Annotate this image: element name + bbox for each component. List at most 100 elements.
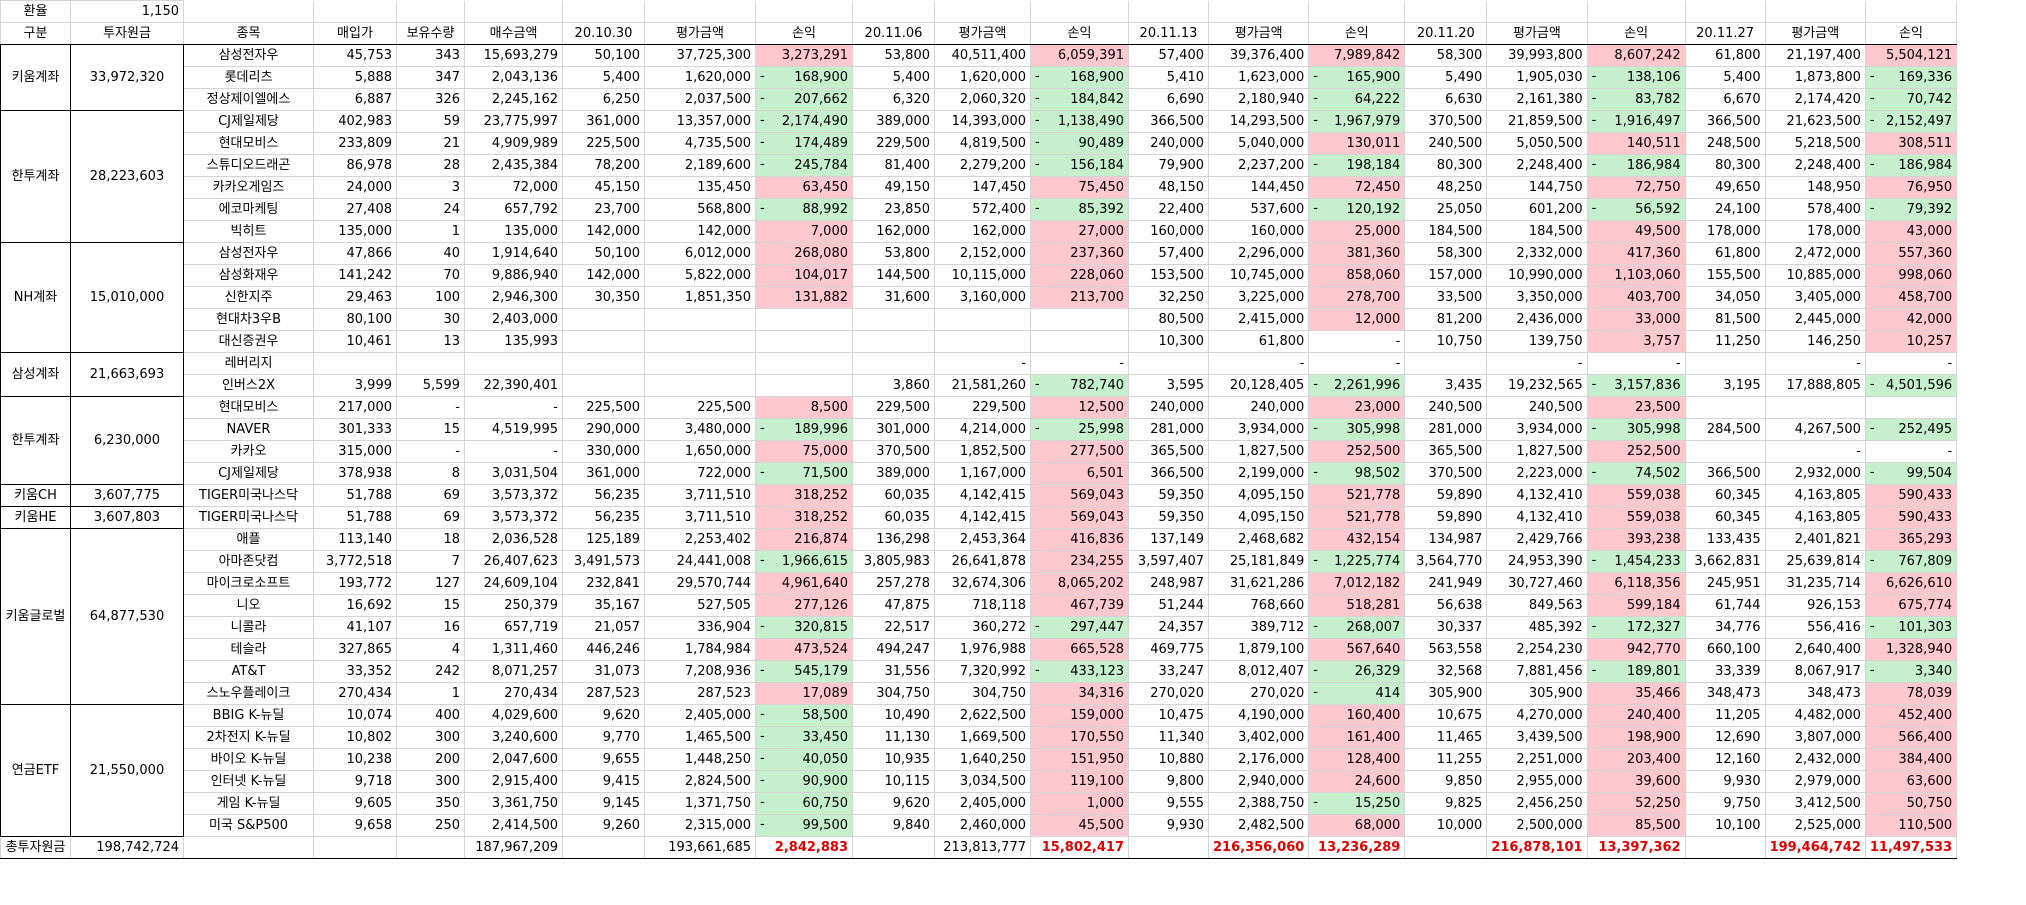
value-cell[interactable]: 16,692 — [313, 594, 397, 617]
value-cell[interactable]: 10,300 — [1128, 330, 1209, 353]
value-cell[interactable]: 3,439,500 — [1486, 726, 1588, 749]
value-cell[interactable]: 125,189 — [562, 528, 645, 551]
value-cell[interactable]: - — [464, 396, 563, 419]
pnl-cell[interactable]: 432,154 — [1308, 528, 1406, 551]
value-cell[interactable]: 29,570,744 — [644, 572, 756, 595]
value-cell[interactable] — [852, 352, 935, 375]
value-cell[interactable]: 3 — [396, 176, 465, 199]
stock-name[interactable]: CJ제일제당 — [183, 110, 314, 133]
value-cell[interactable]: 60,345 — [1684, 484, 1766, 507]
value-cell[interactable]: 11,255 — [1404, 748, 1488, 771]
account-name[interactable]: 삼성계좌 — [0, 352, 71, 397]
value-cell[interactable]: 142,000 — [644, 220, 756, 243]
pnl-cell[interactable]: 131,882 — [755, 286, 853, 309]
value-cell[interactable]: 4,214,000 — [934, 418, 1031, 441]
value-cell[interactable]: 142,000 — [562, 264, 645, 287]
value-cell[interactable]: 178,000 — [1764, 220, 1866, 243]
value-cell[interactable]: 144,750 — [1486, 176, 1588, 199]
value-cell[interactable]: 301,000 — [852, 418, 935, 441]
value-cell[interactable]: 4,270,000 — [1486, 704, 1588, 727]
pnl-cell[interactable]: 318,252 — [755, 484, 853, 507]
value-cell[interactable]: 61,800 — [1207, 330, 1310, 353]
value-cell[interactable]: 1,620,000 — [644, 66, 756, 89]
pnl-cell[interactable]: 240,400 — [1586, 704, 1686, 727]
total-cell[interactable]: 13,236,289 — [1308, 836, 1406, 859]
value-cell[interactable]: 33,339 — [1684, 660, 1766, 683]
value-cell[interactable]: 3,934,000 — [1207, 418, 1310, 441]
pnl-cell[interactable]: - 1,967,979 — [1308, 110, 1406, 133]
stock-name[interactable]: NAVER — [183, 418, 314, 441]
total-cell[interactable] — [852, 836, 935, 859]
pnl-cell[interactable]: 675,774 — [1864, 594, 1958, 617]
total-cell[interactable]: 187,967,209 — [464, 836, 563, 859]
value-cell[interactable]: 144,450 — [1207, 176, 1310, 199]
pnl-cell[interactable]: - 767,809 — [1864, 550, 1958, 573]
pnl-cell[interactable]: 417,360 — [1586, 242, 1686, 265]
total-cell[interactable] — [1404, 836, 1488, 859]
value-cell[interactable] — [1684, 396, 1766, 419]
value-cell[interactable]: 153,500 — [1128, 264, 1209, 287]
value-cell[interactable] — [562, 330, 645, 353]
value-cell[interactable]: 849,563 — [1486, 594, 1588, 617]
value-cell[interactable]: 15,693,279 — [464, 44, 563, 67]
value-cell[interactable]: 7,320,992 — [934, 660, 1031, 683]
value-cell[interactable]: 59,350 — [1128, 506, 1209, 529]
value-cell[interactable]: 3,564,770 — [1404, 550, 1488, 573]
value-cell[interactable]: 31,621,286 — [1207, 572, 1310, 595]
pnl-cell[interactable]: 7,012,182 — [1308, 572, 1406, 595]
value-cell[interactable]: 135,000 — [464, 220, 563, 243]
value-cell[interactable]: 3,412,500 — [1764, 792, 1866, 815]
value-cell[interactable]: 32,568 — [1404, 660, 1488, 683]
pnl-cell[interactable]: 140,511 — [1586, 132, 1686, 155]
pnl-cell[interactable]: - 2,261,996 — [1308, 374, 1406, 397]
value-cell[interactable]: 3,999 — [313, 374, 397, 397]
pnl-cell[interactable]: 5,504,121 — [1864, 44, 1958, 67]
pnl-cell[interactable]: - 40,050 — [755, 748, 853, 771]
value-cell[interactable]: 4,819,500 — [934, 132, 1031, 155]
value-cell[interactable]: 2,152,000 — [934, 242, 1031, 265]
value-cell[interactable]: 360,272 — [934, 616, 1031, 639]
value-cell[interactable]: 22,390,401 — [464, 374, 563, 397]
value-cell[interactable]: 80,500 — [1128, 308, 1209, 331]
value-cell[interactable]: 270,434 — [464, 682, 563, 705]
value-cell[interactable]: 3,711,510 — [644, 506, 756, 529]
stock-name[interactable]: 레버리지 — [183, 352, 314, 375]
value-cell[interactable] — [644, 352, 756, 375]
pnl-cell[interactable]: 381,360 — [1308, 242, 1406, 265]
value-cell[interactable]: 10,475 — [1128, 704, 1209, 727]
total-cell[interactable]: 15,802,417 — [1030, 836, 1129, 859]
value-cell[interactable]: 8,071,257 — [464, 660, 563, 683]
value-cell[interactable]: 9,930 — [1128, 814, 1209, 837]
pnl-cell[interactable]: - 305,998 — [1586, 418, 1686, 441]
pnl-cell[interactable]: 518,281 — [1308, 594, 1406, 617]
value-cell[interactable]: 24,000 — [313, 176, 397, 199]
value-cell[interactable]: 1,827,500 — [1486, 440, 1588, 463]
pnl-cell[interactable]: 42,000 — [1864, 308, 1958, 331]
value-cell[interactable]: 2,161,380 — [1486, 88, 1588, 111]
pnl-cell[interactable]: 566,400 — [1864, 726, 1958, 749]
stock-name[interactable]: CJ제일제당 — [183, 462, 314, 485]
value-cell[interactable]: 3,225,000 — [1207, 286, 1310, 309]
stock-name[interactable]: 대신증권우 — [183, 330, 314, 353]
pnl-cell[interactable]: - 184,842 — [1030, 88, 1129, 111]
value-cell[interactable]: 4,029,600 — [464, 704, 563, 727]
value-cell[interactable]: 5,218,500 — [1764, 132, 1866, 155]
value-cell[interactable]: 10,238 — [313, 748, 397, 771]
value-cell[interactable]: 5,888 — [313, 66, 397, 89]
pnl-cell[interactable]: 567,640 — [1308, 638, 1406, 661]
value-cell[interactable]: 3,350,000 — [1486, 286, 1588, 309]
column-header[interactable]: 20.11.13 — [1128, 22, 1209, 45]
value-cell[interactable]: 240,000 — [1207, 396, 1310, 419]
value-cell[interactable]: 348,473 — [1684, 682, 1766, 705]
value-cell[interactable]: 305,900 — [1486, 682, 1588, 705]
value-cell[interactable]: 290,000 — [562, 418, 645, 441]
value-cell[interactable]: 370,500 — [852, 440, 935, 463]
account-principal[interactable]: 33,972,320 — [70, 44, 184, 111]
pnl-cell[interactable]: - 297,447 — [1030, 616, 1129, 639]
account-principal[interactable]: 3,607,775 — [70, 484, 184, 507]
value-cell[interactable]: 287,523 — [644, 682, 756, 705]
total-cell[interactable]: 216,356,060 — [1207, 836, 1310, 859]
column-header[interactable]: 20.11.06 — [852, 22, 935, 45]
value-cell[interactable]: 4,142,415 — [934, 484, 1031, 507]
value-cell[interactable]: 229,500 — [852, 396, 935, 419]
